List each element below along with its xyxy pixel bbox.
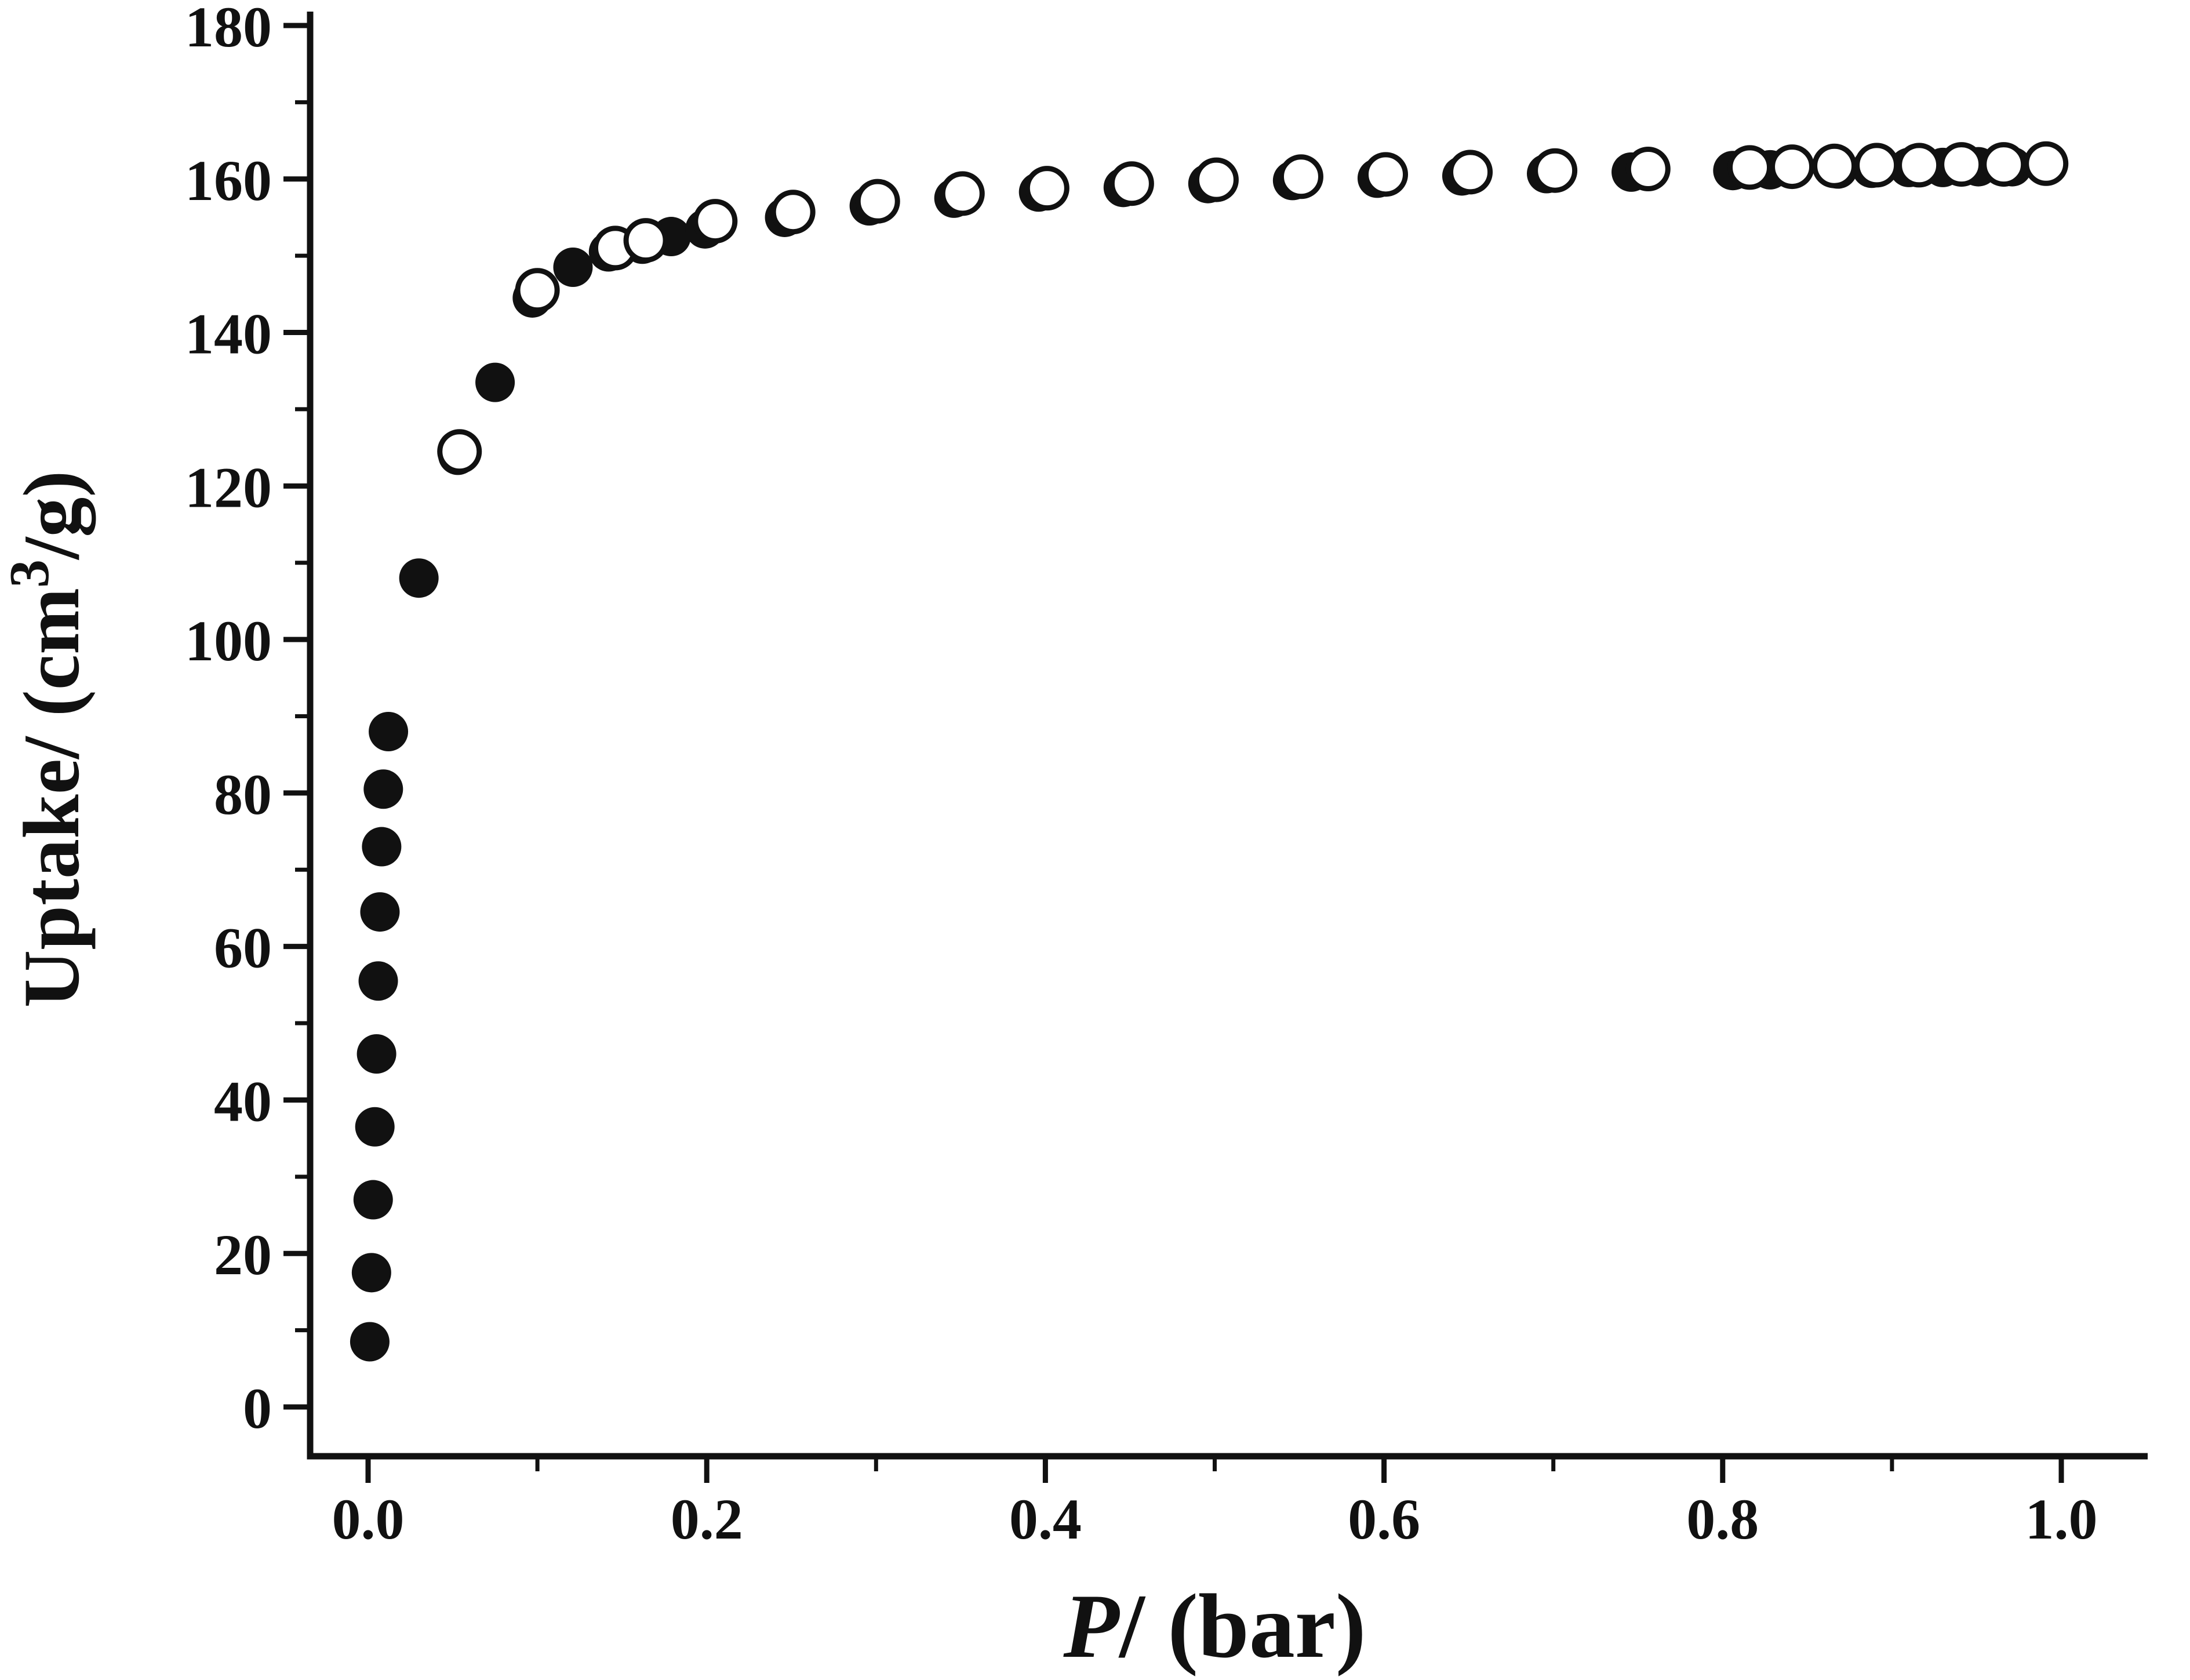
data-point-desorption: [940, 171, 985, 216]
x-tick-label: 0.2: [671, 1487, 743, 1551]
data-point-desorption: [1194, 157, 1239, 202]
y-tick-label: 120: [185, 455, 272, 519]
x-tick-label: 0.0: [332, 1487, 405, 1551]
data-point-desorption: [437, 429, 482, 474]
data-point-adsorption: [351, 1253, 391, 1293]
data-point-desorption: [855, 179, 900, 224]
data-point-desorption: [1939, 142, 1984, 187]
y-axis-title: Uptake/ (cm3/g): [0, 471, 96, 1008]
y-tick-label: 0: [243, 1376, 272, 1441]
y-tick-label: 40: [214, 1069, 272, 1133]
data-point-desorption: [1278, 154, 1323, 199]
x-tick-label: 1.0: [2025, 1487, 2098, 1551]
data-point-desorption: [515, 268, 560, 313]
x-tick-label: 0.4: [1009, 1487, 1082, 1551]
data-point-adsorption: [350, 1322, 390, 1362]
data-point-desorption: [2024, 141, 2069, 186]
x-tick-label: 0.8: [1686, 1487, 1759, 1551]
data-point-adsorption: [553, 248, 593, 288]
data-point-desorption: [693, 199, 738, 244]
data-point-adsorption: [475, 362, 515, 402]
y-tick-label: 20: [214, 1223, 272, 1287]
data-point-desorption: [1981, 142, 2027, 187]
data-point-adsorption: [360, 892, 400, 932]
data-point-desorption: [1854, 143, 1900, 188]
y-tick-label: 80: [214, 762, 272, 827]
data-point-adsorption: [362, 827, 402, 867]
data-point-desorption: [1897, 143, 1942, 188]
data-point-desorption: [1024, 166, 1069, 211]
data-point-adsorption: [358, 961, 398, 1001]
data-point-adsorption: [369, 711, 409, 751]
data-point-desorption: [1812, 143, 1857, 188]
data-point-adsorption: [356, 1034, 396, 1074]
data-point-desorption: [1109, 161, 1154, 206]
data-point-desorption: [1770, 144, 1815, 190]
data-point-adsorption: [355, 1107, 395, 1147]
y-tick-label: 100: [185, 609, 272, 673]
x-tick-label: 0.6: [1348, 1487, 1420, 1551]
data-point-adsorption: [363, 769, 403, 809]
y-tick-label: 180: [185, 0, 272, 59]
series-desorption: [437, 141, 2069, 474]
data-point-desorption: [1363, 152, 1409, 197]
data-point-desorption: [1625, 147, 1671, 192]
series-adsorption: [350, 147, 2032, 1362]
data-point-adsorption: [399, 558, 439, 598]
x-axis-title: P/ (bar): [1063, 1576, 1366, 1677]
data-point-adsorption: [353, 1180, 393, 1220]
y-tick-label: 140: [185, 302, 272, 366]
data-point-desorption: [623, 218, 668, 263]
data-point-desorption: [770, 190, 816, 235]
y-tick-label: 160: [185, 148, 272, 213]
data-point-desorption: [1533, 148, 1578, 193]
y-tick-label: 60: [214, 916, 272, 980]
data-point-desorption: [1448, 150, 1493, 195]
data-point-desorption: [1727, 145, 1773, 190]
